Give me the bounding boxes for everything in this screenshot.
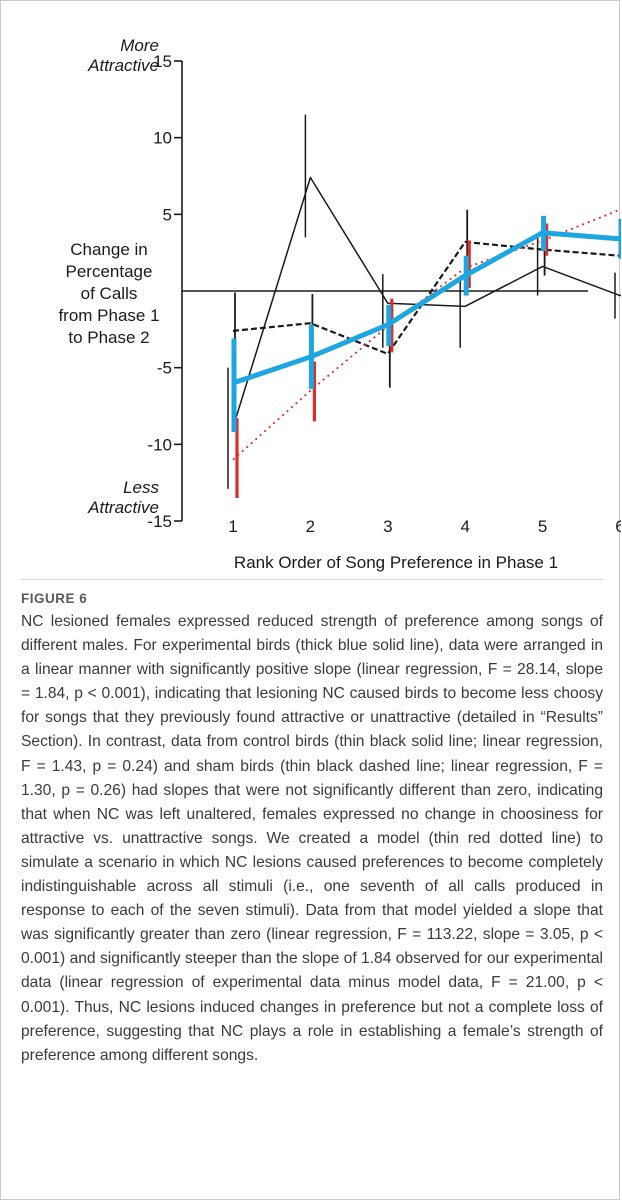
y-label-line: Percentage xyxy=(66,262,153,281)
y-tick-label: 5 xyxy=(163,205,172,224)
x-tick-label: 3 xyxy=(383,517,392,536)
y-tick-label: -15 xyxy=(147,512,172,531)
y-tick-label: 15 xyxy=(153,52,172,71)
y-label-line: to Phase 2 xyxy=(68,328,149,347)
y-tick-label: -5 xyxy=(157,359,172,378)
top-annotation: Attractive xyxy=(87,56,159,75)
x-tick-label: 5 xyxy=(538,517,547,536)
chart-series xyxy=(227,114,621,498)
top-annotation: More xyxy=(120,36,159,55)
x-tick-label: 4 xyxy=(460,517,469,536)
y-tick-label: 10 xyxy=(153,129,172,148)
bottom-annotation: Attractive xyxy=(87,498,159,517)
y-tick-label: -10 xyxy=(147,435,172,454)
series-line xyxy=(232,208,621,461)
figure-label: FIGURE 6 xyxy=(21,591,88,606)
chart-axes: -15-10-551015MoreAttractiveLessAttractiv… xyxy=(87,36,621,572)
x-tick-label: 2 xyxy=(306,517,315,536)
y-label-line: from Phase 1 xyxy=(58,306,159,325)
series-line xyxy=(232,230,621,386)
figure-caption: FIGURE 6 NC lesioned females expressed r… xyxy=(21,591,603,1068)
series-thick-blue-solid xyxy=(231,215,621,433)
bottom-annotation: Less xyxy=(123,478,159,497)
chart: -15-10-551015MoreAttractiveLessAttractiv… xyxy=(58,36,621,572)
y-label-line: of Calls xyxy=(81,284,138,303)
x-tick-label: 1 xyxy=(228,517,237,536)
x-axis-label: Rank Order of Song Preference in Phase 1 xyxy=(234,553,558,572)
y-label-line: Change in xyxy=(70,240,148,259)
figure-caption-text: NC lesioned females expressed reduced st… xyxy=(21,613,603,1064)
divider xyxy=(21,579,603,580)
y-axis-label: Change in Percentage of Calls from Phase 1 t… xyxy=(58,240,159,347)
series-thin-red-dotted xyxy=(232,208,621,498)
x-tick-label: 6 xyxy=(615,517,621,536)
series-thin-black-solid xyxy=(227,114,621,489)
